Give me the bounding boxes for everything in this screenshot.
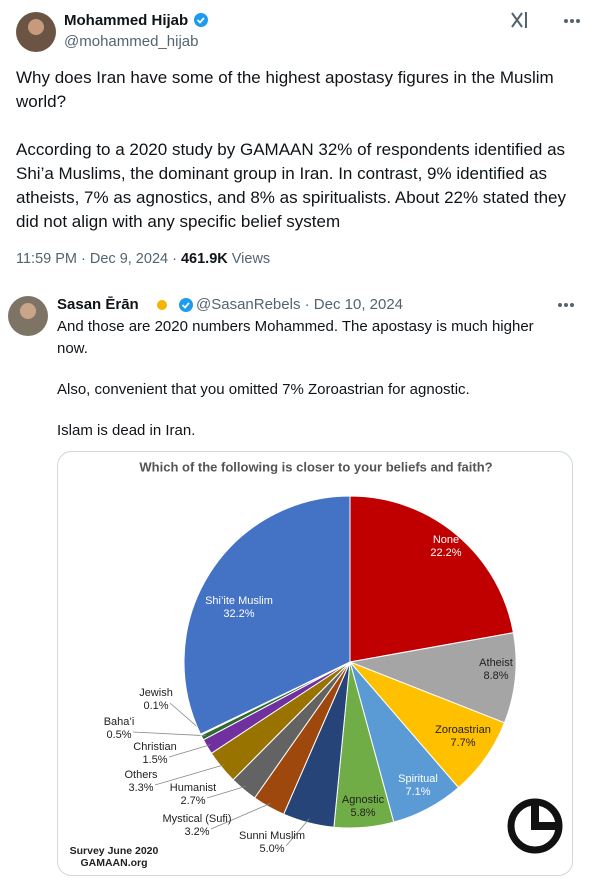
slice-value-label: 7.1% [405,786,430,798]
pie-slice [183,495,351,735]
slice-value-label: 3.3% [128,782,153,794]
grok-icon[interactable] [511,12,527,28]
slice-label: Mystical (Sufi) [162,813,231,825]
slice-label: Jewish [139,687,173,699]
slice-label: Christian [133,741,176,753]
verified-check [181,302,190,309]
reply-body: And those are 2020 numbers Mohammed. The… [57,316,557,461]
slice-label: Zoroastrian [435,724,491,736]
leader-line [285,818,310,847]
slice-label: None [433,534,459,546]
author-handle[interactable]: @mohammed_hijab [64,33,199,50]
leader-line [132,731,206,737]
verified-check [196,17,205,24]
avatar-face [28,19,44,35]
slice-value-label: 0.1% [143,700,168,712]
verified-badge [194,13,208,27]
slice-value-label: 7.7% [450,737,475,749]
slice-value-label: 22.2% [430,547,461,559]
chart-source: GAMAAN.org [80,857,147,869]
tweet-body: Why does Iran have some of the highest a… [16,66,576,258]
slice-value-label: 32.2% [223,608,254,620]
reply-text: Islam is dead in Iran. [57,422,196,439]
gamaan-logo [507,798,563,854]
author-handle[interactable]: @SasanRebels [196,296,301,313]
pie-slice [348,632,517,724]
slice-label: Sunni Muslim [239,830,305,842]
reply-meta: @SasanRebels · Dec 10, 2024 [196,296,403,313]
more-icon[interactable] [564,19,580,23]
slice-label: Agnostic [342,794,385,806]
views-count: 461.9K [180,251,228,267]
sun-icon [157,300,167,310]
leader-line [210,802,271,830]
slice-value-label: 8.8% [483,670,508,682]
leader-line [206,785,247,799]
slice-value-label: 5.0% [259,843,284,855]
slice-label: Baha’i [104,716,135,728]
tweet-text: Why does Iran have some of the highest a… [16,68,554,111]
pie-slice [349,495,514,663]
slice-value-label: 3.2% [184,826,209,838]
slice-label: Humanist [170,782,216,794]
author-name[interactable]: Sasan Ērān [57,296,139,313]
slice-value-label: 1.5% [142,754,167,766]
slice-label: Shi’ite Muslim [205,595,273,607]
chart-source: Survey June 2020 [70,845,159,857]
reply-text: And those are 2020 numbers Mohammed. The… [57,318,534,357]
reply-date[interactable]: · Dec 10, 2024 [304,296,404,313]
slice-value-label: 0.5% [106,729,131,741]
more-icon[interactable] [558,303,574,307]
slice-label: Others [124,769,158,781]
slice-label: Spiritual [398,773,438,785]
timestamp[interactable]: 11:59 PM · Dec 9, 2024 · [16,251,177,267]
avatar-face [20,303,36,319]
tweet-meta: 11:59 PM · Dec 9, 2024 · 461.9K Views [16,251,270,267]
verified-badge [179,298,193,312]
slice-value-label: 5.8% [350,807,375,819]
tweet-text: According to a 2020 study by GAMAAN 32% … [16,140,566,231]
author-name[interactable]: Mohammed Hijab [64,12,189,29]
chart-title: Which of the following is closer to your… [139,459,492,474]
slice-label: Atheist [479,657,513,669]
reply-text: Also, convenient that you omitted 7% Zor… [57,381,470,398]
slice-value-label: 2.7% [180,795,205,807]
leader-line [154,764,225,786]
leader-line [168,744,211,758]
views-label: Views [231,251,271,267]
